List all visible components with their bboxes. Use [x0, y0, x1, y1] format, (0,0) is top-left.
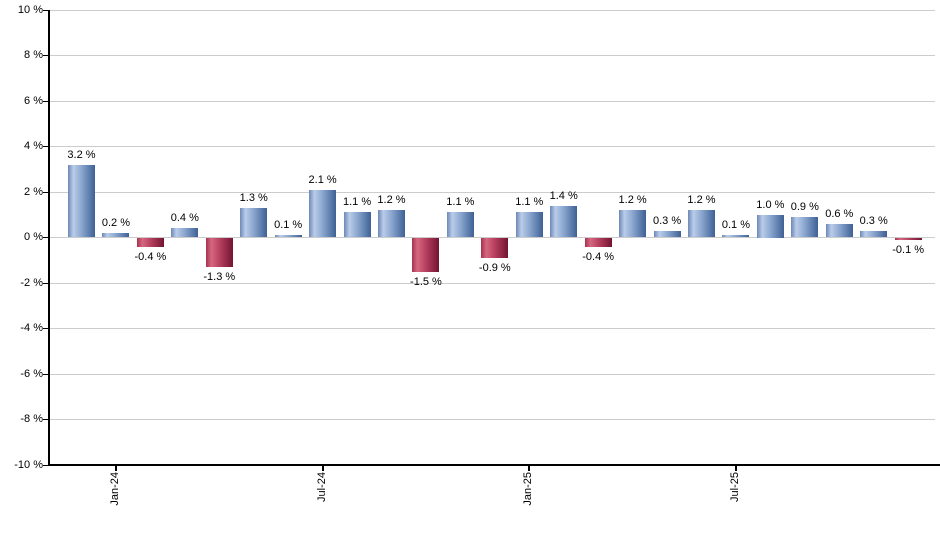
- bar-May-24: [240, 207, 268, 238]
- gridline-2: [48, 191, 935, 193]
- y-axis-label-6: 6 %: [24, 94, 43, 107]
- bar-Aug-25: [756, 214, 784, 238]
- y-axis-tick--2: [43, 282, 48, 284]
- y-axis-tick-0: [43, 237, 48, 238]
- y-axis-label-4: 4 %: [24, 140, 43, 152]
- y-axis-tick-4: [43, 146, 48, 147]
- bar-value-label-Feb-24: -0.4 %: [134, 250, 167, 263]
- bar-value-label-Jan-24: 0.2 %: [101, 216, 131, 229]
- x-axis-tick-Jul-25: [734, 466, 737, 471]
- x-axis-label-Jul-24: Jul-24: [315, 472, 328, 502]
- bar-value-label-Jun-24: 0.1 %: [274, 219, 303, 232]
- bar-value-label-Nov-24: 1.1 %: [446, 196, 475, 209]
- y-axis-label--4: -4 %: [20, 322, 43, 334]
- x-axis-tick-Jan-25: [528, 466, 531, 471]
- bar-value-label-Nov-25: 0.3 %: [859, 214, 888, 227]
- y-axis-label--6: -6 %: [20, 367, 43, 380]
- bar-value-label-Sep-24: 1.2 %: [377, 194, 406, 207]
- bar-value-label-Sep-25: 0.9 %: [790, 201, 819, 214]
- bar-Apr-25: [619, 210, 647, 238]
- x-axis-label-Jan-24: Jan-24: [108, 472, 121, 506]
- x-axis-tick-Jul-24: [321, 466, 324, 471]
- bar-value-label-Jan-25: 1.1 %: [515, 196, 544, 209]
- y-axis-tick-6: [43, 100, 48, 102]
- bar-value-label-Jul-25: 0.1 %: [721, 219, 750, 232]
- y-axis-tick-10: [43, 9, 48, 11]
- y-axis-label--10: -10 %: [14, 458, 43, 471]
- gridline--2: [48, 282, 935, 284]
- bar-value-label-Dec-25: -0.1 %: [892, 243, 925, 256]
- y-axis-label-2: 2 %: [24, 185, 43, 198]
- bar-Oct-25: [825, 223, 853, 238]
- x-axis-label-Jul-25: Jul-25: [728, 472, 741, 502]
- y-axis-tick--8: [43, 419, 48, 420]
- bar-Apr-24: [205, 237, 233, 268]
- gridline--8: [48, 419, 935, 420]
- bar-Sep-25: [791, 217, 819, 238]
- bar-Mar-24: [171, 228, 199, 238]
- bar-Mar-25: [584, 237, 612, 247]
- gridline--4: [48, 328, 935, 329]
- y-axis-label-8: 8 %: [24, 49, 43, 61]
- bar-Jun-24: [274, 235, 302, 238]
- bar-Jul-25: [722, 235, 750, 238]
- bar-Dec-23: [68, 164, 95, 238]
- bar-value-label-Dec-23: 3.2 %: [67, 148, 96, 161]
- bar-Dec-25: [894, 237, 922, 240]
- y-axis-label--2: -2 %: [20, 276, 43, 289]
- y-axis-tick--6: [43, 373, 48, 375]
- bar-Oct-24: [412, 237, 440, 272]
- y-axis-tick-2: [43, 191, 48, 193]
- bar-Jan-25: [515, 212, 543, 238]
- bar-Jul-24: [309, 189, 337, 238]
- bar-May-25: [653, 230, 681, 238]
- bar-value-label-Feb-25: 1.4 %: [549, 189, 578, 202]
- bar-Nov-24: [446, 212, 474, 238]
- y-axis-tick--10: [43, 464, 48, 466]
- bar-value-label-May-25: 0.3 %: [652, 214, 682, 227]
- y-axis-label-10: 10 %: [17, 3, 43, 16]
- y-axis-tick--4: [43, 328, 48, 329]
- bar-value-label-Jul-24: 2.1 %: [308, 173, 337, 186]
- bar-Dec-24: [481, 237, 509, 258]
- y-axis-label-0: 0 %: [24, 231, 43, 243]
- gridline-8: [48, 55, 935, 56]
- bar-Feb-24: [136, 237, 164, 247]
- gridline--6: [48, 373, 935, 375]
- bar-value-label-Aug-25: 1.0 %: [756, 198, 785, 211]
- bar-value-label-Apr-25: 1.2 %: [618, 194, 647, 207]
- y-axis-label--8: -8 %: [20, 413, 43, 425]
- bar-value-label-Jun-25: 1.2 %: [687, 194, 716, 207]
- bar-value-label-Mar-25: -0.4 %: [582, 250, 615, 263]
- x-axis-line: [48, 464, 940, 466]
- bar-Jun-25: [687, 210, 715, 238]
- bar-value-label-Apr-24: -1.3 %: [203, 271, 236, 284]
- bar-Aug-24: [343, 212, 371, 238]
- bar-Jan-24: [102, 232, 130, 238]
- bar-value-label-Oct-25: 0.6 %: [825, 207, 854, 220]
- gridline-4: [48, 146, 935, 147]
- bar-value-label-Dec-24: -0.9 %: [478, 261, 511, 274]
- x-axis-tick-Jan-24: [114, 466, 117, 471]
- bar-value-label-Mar-24: 0.4 %: [170, 212, 199, 225]
- bar-Sep-24: [377, 210, 405, 238]
- y-axis-line: [48, 10, 50, 465]
- y-axis-tick-8: [43, 55, 48, 56]
- bar-Nov-25: [860, 230, 888, 238]
- bar-Feb-25: [550, 205, 578, 238]
- gridline-6: [48, 100, 935, 102]
- x-axis-label-Jan-25: Jan-25: [522, 472, 535, 506]
- gridline-10: [48, 9, 935, 11]
- bar-value-label-Aug-24: 1.1 %: [342, 196, 372, 209]
- bar-value-label-Oct-24: -1.5 %: [410, 275, 442, 288]
- bar-value-label-May-24: 1.3 %: [239, 191, 268, 204]
